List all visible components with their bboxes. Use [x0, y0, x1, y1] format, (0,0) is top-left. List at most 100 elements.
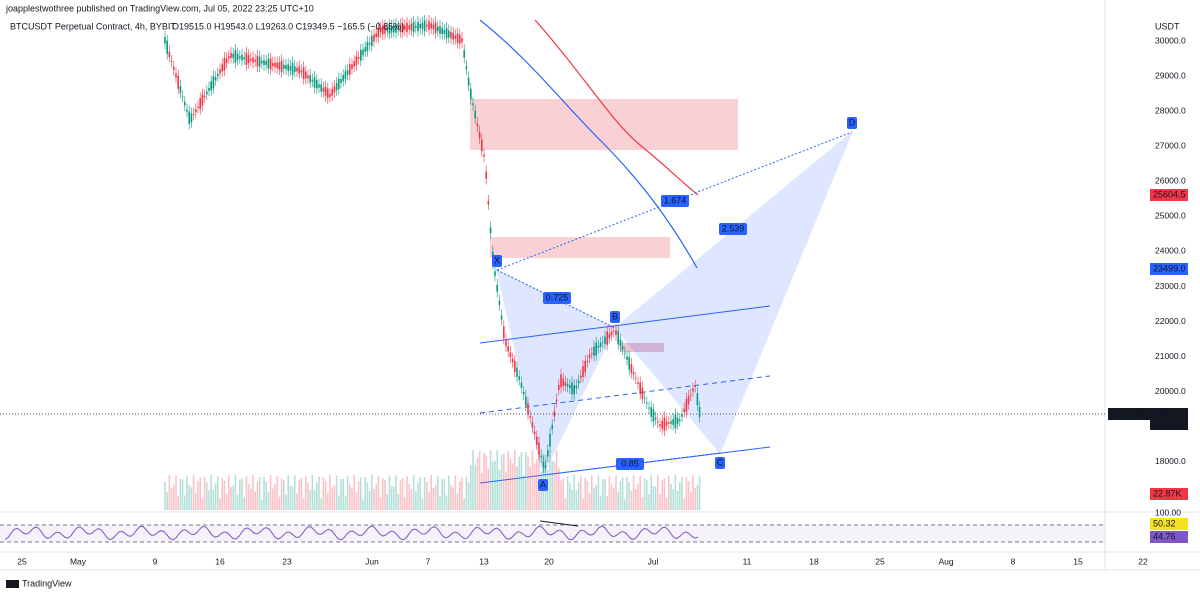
volume-bar — [258, 477, 261, 510]
volume-bar — [230, 486, 232, 510]
price-tag-bg — [1150, 488, 1188, 500]
volume-bar — [300, 477, 303, 510]
volume-bar — [646, 480, 648, 510]
candle-body — [274, 62, 276, 68]
volume-bar — [406, 476, 408, 510]
candle-body — [329, 93, 331, 97]
candle-body — [635, 377, 637, 379]
volume-bar — [287, 475, 289, 510]
candle-body — [430, 23, 432, 29]
volume-bar — [285, 494, 287, 510]
symbol-legend: BTCUSDT Perpetual Contract, 4h, BYBIT — [10, 21, 176, 31]
volume-bar — [219, 498, 221, 510]
time-label: Aug — [938, 556, 953, 566]
volume-bar — [168, 475, 171, 510]
volume-bar — [610, 484, 613, 510]
volume-bar — [463, 498, 465, 510]
candle-body — [386, 27, 388, 32]
price-tag: 23499.0 — [1153, 263, 1186, 273]
volume-bar — [362, 499, 364, 510]
volume-bar — [320, 498, 322, 510]
volume-bar — [432, 487, 435, 510]
volume-bar — [443, 479, 446, 510]
supply-zone — [490, 237, 670, 258]
volume-bar — [582, 498, 584, 510]
divergence-line — [539, 520, 579, 527]
volume-bar — [318, 476, 320, 510]
volume-bar — [254, 491, 256, 510]
candle-body — [566, 384, 569, 387]
candle-body — [694, 385, 696, 388]
volume-bar — [522, 474, 525, 510]
volume-bar — [476, 458, 479, 510]
candle-body — [503, 326, 505, 339]
candle-body — [586, 360, 589, 362]
volume-bar — [245, 475, 248, 510]
volume-bar — [529, 466, 531, 510]
candle-body — [685, 398, 688, 412]
volume-bar — [232, 485, 234, 510]
volume-bar — [188, 485, 190, 510]
volume-bar — [305, 476, 307, 510]
candle-body — [654, 417, 657, 420]
candle-body — [582, 366, 584, 377]
volume-bar — [333, 485, 336, 510]
time-label: 13 — [479, 556, 489, 566]
volume-bar — [536, 459, 538, 510]
candle-body — [393, 25, 395, 33]
volume-bar — [368, 490, 371, 510]
candle-body — [443, 30, 446, 34]
price-label: 22000.0 — [1155, 316, 1186, 326]
candle-body — [366, 41, 369, 52]
candle-body — [419, 24, 421, 29]
volume-bar — [483, 452, 485, 510]
candle-body — [276, 62, 278, 69]
candle-body — [450, 31, 452, 39]
candle-body — [483, 154, 485, 157]
candle-body — [349, 64, 351, 75]
candle-body — [316, 80, 318, 89]
candle-body — [294, 66, 296, 72]
price-label: 18000.0 — [1155, 456, 1186, 466]
volume-bar — [338, 495, 340, 510]
candle-body — [410, 23, 413, 31]
volume-bar — [474, 464, 476, 510]
candle-body — [696, 393, 699, 406]
volume-bar — [309, 489, 311, 510]
volume-bar — [236, 494, 239, 510]
volume-bar — [324, 480, 327, 510]
candle-body — [423, 20, 426, 32]
volume-bar — [481, 472, 483, 510]
candle-body — [384, 25, 386, 34]
volume-bar — [399, 480, 402, 510]
candle-body — [283, 64, 285, 69]
ratio-badge — [661, 195, 689, 207]
volume-bar — [696, 484, 699, 510]
candle-body — [355, 56, 358, 66]
volume-bar — [500, 454, 503, 510]
volume-bar — [520, 452, 523, 510]
volume-bar — [265, 481, 267, 510]
candle-body — [553, 411, 556, 417]
candle-body — [692, 388, 694, 392]
volume-bar — [173, 484, 175, 510]
candle-body — [375, 33, 377, 38]
candle-body — [221, 64, 223, 72]
volume-bar — [351, 487, 353, 510]
volume-bar — [346, 475, 349, 510]
volume-bar — [597, 475, 600, 510]
candle-body — [265, 61, 267, 65]
candle-body — [520, 382, 523, 388]
volume-bar — [261, 499, 263, 510]
volume-bar — [393, 486, 395, 510]
volume-bar — [580, 476, 582, 510]
volume-bar — [302, 498, 305, 510]
volume-bar — [355, 492, 358, 510]
volume-bar — [373, 489, 375, 510]
ma-line — [479, 19, 698, 269]
candle-body — [168, 51, 171, 57]
time-label: Jul — [648, 556, 659, 566]
volume-bar — [514, 450, 516, 510]
point-badge — [492, 255, 502, 267]
volume-bar — [417, 482, 419, 510]
